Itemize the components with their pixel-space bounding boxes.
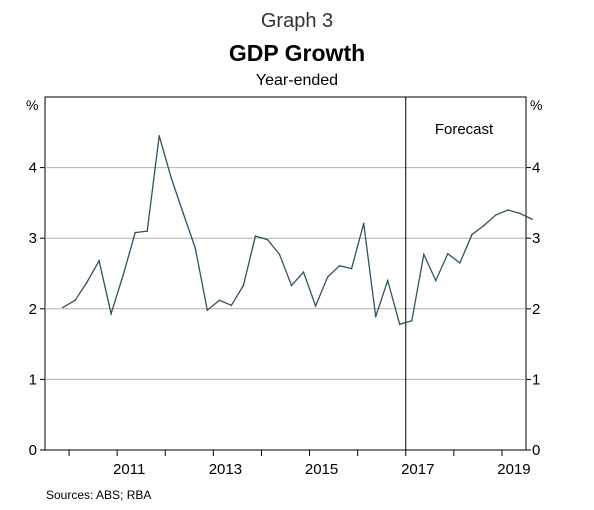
data-point-2013-Q1	[206, 309, 209, 312]
y-axis-label-left: %	[26, 97, 38, 113]
data-point-2011-Q1	[110, 312, 112, 315]
x-axis-ticks: 2011 2013 2015 2017 2019	[68, 450, 531, 478]
data-point-2019-Q4	[531, 218, 533, 220]
data-point-2015-Q3	[326, 276, 329, 278]
data-point-2016-Q2	[362, 222, 365, 225]
x-tick-label: 2013	[209, 461, 242, 478]
data-point-2019-Q2	[507, 209, 509, 211]
data-point-2019-Q1	[495, 214, 497, 216]
series-line-gdp	[62, 135, 533, 326]
data-point-2018-Q4	[483, 224, 485, 227]
forecast-label: Forecast	[435, 121, 494, 138]
data-point-2010-Q1	[62, 306, 64, 309]
y-tick-label-right: 4	[532, 160, 540, 177]
y-axis-label-right: %	[530, 97, 542, 113]
data-point-2015-Q2	[314, 305, 317, 307]
data-point-2017-Q3	[422, 253, 425, 256]
y-tick-label-left: 4	[29, 160, 37, 177]
data-point-2012-Q3	[182, 212, 185, 215]
y-tick-label-left: 1	[29, 371, 37, 388]
x-tick-label: 2011	[113, 461, 145, 478]
data-point-2017-Q4	[435, 279, 437, 282]
data-point-2013-Q2	[218, 299, 221, 302]
data-point-2015-Q4	[338, 264, 341, 267]
data-point-2016-Q4	[386, 279, 389, 282]
data-point-2018-Q2	[459, 262, 461, 264]
data-point-2012-Q4	[194, 247, 197, 249]
data-point-2011-Q2	[122, 274, 124, 276]
data-point-2010-Q3	[86, 281, 88, 283]
data-point-2018-Q1	[447, 252, 449, 255]
data-point-2014-Q4	[290, 284, 293, 287]
chart-subtitle: Year-ended	[255, 72, 339, 89]
chart-title: GDP Growth	[228, 40, 366, 66]
data-point-2018-Q3	[471, 233, 473, 236]
x-tick-label: 2019	[497, 461, 530, 478]
data-point-2016-Q1	[350, 267, 353, 270]
y-tick-label-right: 0	[532, 442, 540, 459]
y-tick-label-left: 0	[29, 442, 37, 459]
y-tick-label-left: 2	[29, 301, 37, 318]
y-tick-label-left: 3	[29, 230, 37, 247]
x-tick-label: 2015	[305, 461, 338, 478]
y-tick-label-right: 2	[532, 301, 540, 318]
plot-frame	[44, 96, 527, 451]
data-point-2012-Q2	[170, 177, 173, 179]
x-tick-label: 2017	[401, 461, 434, 478]
data-point-2014-Q2	[266, 238, 269, 241]
y-tick-label-right: 3	[532, 230, 540, 247]
data-point-2019-Q3	[519, 212, 521, 215]
data-point-2014-Q1	[254, 235, 257, 237]
data-point-2010-Q2	[74, 299, 76, 302]
grid-lines	[45, 167, 526, 380]
y-axis-ticks: 0 0 1 1 2 2 3 3 4 4	[29, 160, 541, 459]
data-point-2016-Q3	[374, 315, 377, 318]
data-point-2017-Q1	[398, 323, 401, 326]
chart-supertitle: Graph 3	[260, 10, 334, 32]
data-point-2013-Q3	[230, 304, 233, 307]
data-point-2011-Q4	[146, 230, 149, 232]
data-point-2017-Q2	[410, 320, 413, 322]
data-point-2015-Q1	[302, 271, 305, 273]
data-point-2013-Q4	[242, 284, 245, 287]
data-point-2011-Q3	[134, 231, 136, 234]
series-points	[62, 135, 533, 326]
data-point-2014-Q3	[278, 253, 281, 256]
data-point-2012-Q1	[158, 135, 161, 137]
y-tick-label-right: 1	[532, 371, 540, 388]
data-point-2010-Q4	[98, 259, 100, 262]
source-note: Sources: ABS; RBA	[46, 488, 152, 502]
